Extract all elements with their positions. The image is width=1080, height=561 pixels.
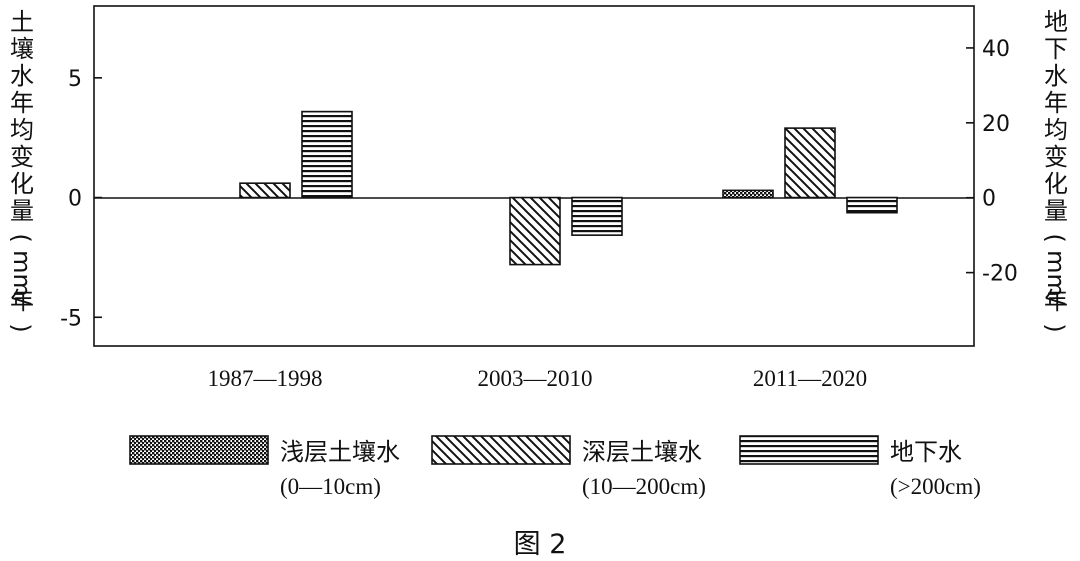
category-labels: 1987—1998 2003—2010 2011—2020 (208, 366, 868, 391)
right-tick-label: -20 (982, 262, 1018, 287)
axis-title-char: 变 (10, 143, 34, 171)
axis-title-bracket: ( (1041, 233, 1069, 242)
axis-title-char: 水 (1044, 62, 1068, 90)
legend-label: 深层土壤水 (582, 438, 702, 466)
legend: 浅层土壤水 (0—10cm) 深层土壤水 (10—200cm) 地下水 (>200cm) (129, 435, 981, 499)
plot-frame (93, 5, 975, 347)
axis-title-text: 土壤水年均变化量年 (10, 8, 34, 315)
bar-dots-2 (722, 189, 774, 199)
left-axis-title: 土壤水年均变化量年(mm/) (7, 8, 36, 333)
left-tick-label: 0 (68, 187, 82, 212)
right-tick-label: 20 (982, 112, 1010, 137)
bar-diagonal-1 (509, 196, 561, 266)
legend-range: (>200cm) (890, 474, 981, 499)
bar-horizontal-0 (301, 110, 353, 199)
legend-label: 浅层土壤水 (280, 438, 400, 466)
axis-title-char: 下 (1044, 35, 1068, 63)
axis-title-char: 均 (1044, 116, 1068, 144)
axis-title-char: 年 (1044, 287, 1068, 315)
legend-swatch-dots (129, 435, 269, 465)
category-label: 2003—2010 (478, 366, 593, 391)
bars (239, 110, 898, 266)
bar-diagonal-0 (239, 182, 291, 199)
axis-title-bracket: ( (7, 233, 35, 242)
category-label: 1987—1998 (208, 366, 323, 391)
axis-title-bracket: ) (1041, 323, 1069, 332)
axis-title-char: 量 (10, 197, 34, 225)
bar-diagonal-2 (784, 127, 836, 199)
axis-title-bracket: ) (7, 323, 35, 332)
legend-swatch-horizontal (739, 435, 879, 465)
figure-caption: 图 2 (514, 529, 567, 560)
right-axis-title: 地下水年均变化量年(mm/) (1041, 8, 1070, 333)
right-axis-ticks: 40 20 0 -20 (966, 37, 1018, 287)
right-tick-label: 40 (982, 37, 1010, 62)
right-tick-label: 0 (982, 187, 996, 212)
legend-range: (10—200cm) (582, 474, 706, 499)
axis-title-char: 量 (1044, 197, 1068, 225)
left-axis-ticks: 5 0 -5 (60, 67, 102, 331)
axis-title-text: 地下水年均变化量年 (1044, 8, 1068, 315)
left-tick-label: -5 (60, 306, 82, 331)
legend-label: 地下水 (890, 438, 962, 466)
bar-horizontal-2 (846, 196, 898, 214)
axis-title-char: 化 (10, 170, 34, 198)
category-label: 2011—2020 (753, 366, 867, 391)
axis-title-char: 均 (10, 116, 34, 144)
axis-title-char: 土 (10, 8, 34, 36)
legend-swatch-diagonal (431, 435, 571, 465)
axis-title-char: 年 (10, 287, 34, 315)
axis-title-char: 地 (1044, 8, 1068, 36)
bar-horizontal-1 (571, 196, 623, 236)
axis-title-char: 变 (1044, 143, 1068, 171)
axis-title-rotated: mm/ (8, 250, 36, 306)
axis-title-rotated: mm/ (1042, 250, 1070, 306)
axis-title-char: 年 (10, 89, 34, 117)
legend-range: (0—10cm) (280, 474, 381, 499)
left-tick-label: 5 (68, 67, 82, 92)
axis-title-char: 壤 (10, 35, 34, 63)
axis-title-char: 化 (1044, 170, 1068, 198)
axis-title-char: 年 (1044, 89, 1068, 117)
axis-title-char: 水 (10, 62, 34, 90)
